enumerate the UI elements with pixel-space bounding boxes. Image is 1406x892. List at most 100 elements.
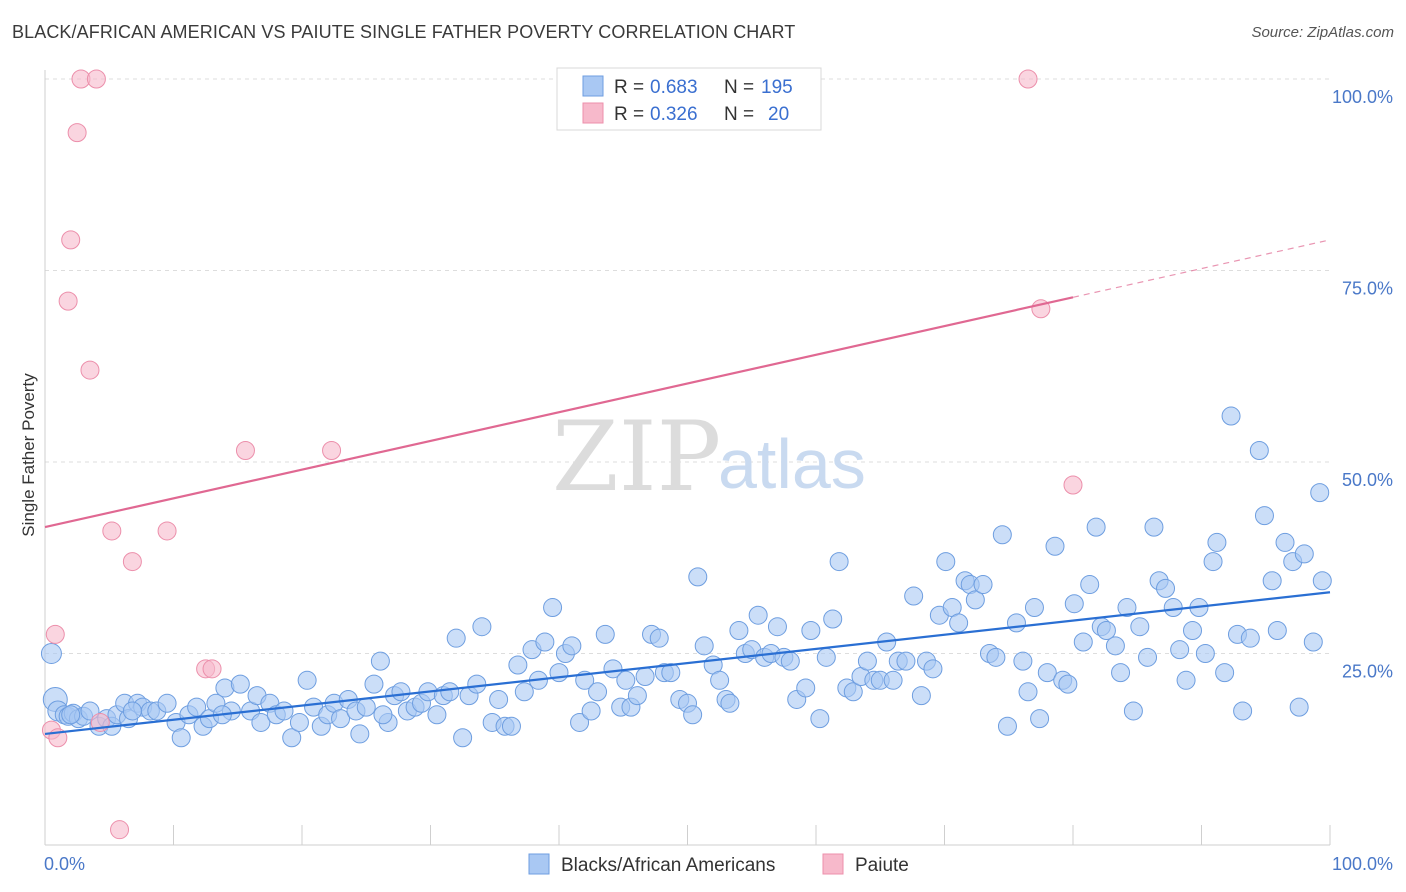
y-tick-label: 25.0% — [1342, 662, 1393, 682]
point-blacks — [1080, 575, 1100, 595]
point-blacks — [1170, 640, 1190, 660]
point-blacks — [489, 689, 509, 709]
point-blacks — [923, 659, 943, 679]
point-blacks — [1006, 613, 1026, 633]
y-axis-label: Single Father Poverty — [19, 373, 38, 537]
point-blacks — [883, 670, 903, 690]
point-blacks — [911, 686, 931, 706]
point-blacks — [501, 716, 521, 736]
point-blacks — [1207, 532, 1227, 552]
legend-r-value-2: 0.326 — [650, 104, 698, 125]
point-blacks — [581, 701, 601, 721]
point-paiute — [1018, 69, 1038, 89]
point-blacks — [1195, 644, 1215, 663]
point-blacks — [391, 682, 411, 702]
point-blacks — [61, 705, 81, 725]
point-blacks — [467, 674, 487, 694]
watermark-zip: ZIP — [552, 401, 721, 513]
point-blacks — [1310, 483, 1330, 503]
point-blacks — [748, 605, 768, 625]
point-paiute — [61, 230, 81, 250]
point-paiute — [67, 123, 87, 143]
point-paiute — [1063, 475, 1083, 495]
point-blacks — [1240, 628, 1260, 648]
point-blacks — [843, 682, 863, 702]
x-tick-labels: 0.0% 100.0% — [44, 854, 1393, 874]
point-blacks — [274, 701, 294, 721]
point-blacks — [1303, 632, 1323, 652]
point-blacks — [1144, 517, 1164, 537]
point-blacks — [823, 609, 843, 629]
point-blacks — [1064, 594, 1084, 614]
point-blacks — [446, 628, 466, 648]
legend-n-value-2: 20 — [768, 104, 789, 125]
point-blacks — [1037, 663, 1057, 683]
grid-lines — [45, 78, 1330, 654]
point-paiute — [86, 69, 106, 89]
watermark: ZIP atlas — [552, 401, 866, 513]
point-blacks — [364, 674, 384, 694]
bottom-legend-swatch-blue — [528, 853, 550, 875]
point-blacks — [973, 575, 993, 595]
y-tick-label: 50.0% — [1342, 470, 1393, 490]
point-blacks — [1233, 701, 1253, 721]
point-blacks — [1312, 571, 1332, 591]
source-label: Source: ZipAtlas.com — [1251, 24, 1394, 41]
point-paiute — [322, 441, 342, 461]
point-blacks — [816, 647, 836, 667]
point-blacks — [1262, 571, 1282, 591]
legend-n-label-2: N = — [724, 104, 754, 125]
bottom-legend-swatch-pink — [822, 853, 844, 875]
point-blacks — [289, 712, 309, 732]
point-blacks — [904, 586, 924, 606]
point-paiute — [202, 659, 222, 679]
top-legend: R = 0.683 N = 195 R = 0.326 N = 20 — [556, 67, 822, 131]
point-blacks — [472, 617, 492, 637]
trend-line-paiute-extension — [1072, 239, 1331, 298]
watermark-atlas: atlas — [718, 425, 866, 503]
point-blacks — [710, 670, 730, 690]
point-blacks — [857, 651, 877, 671]
trend-line-paiute — [44, 296, 1074, 529]
trend-lines — [44, 239, 1331, 736]
point-blacks — [570, 712, 590, 732]
point-blacks — [562, 636, 582, 656]
point-paiute — [102, 521, 122, 541]
bottom-legend: Blacks/African Americans Paiute — [528, 853, 909, 876]
axes — [44, 70, 1331, 846]
point-paiute — [80, 360, 100, 380]
point-blacks — [1018, 682, 1038, 702]
y-tick-label: 75.0% — [1342, 279, 1393, 299]
point-blacks — [720, 693, 740, 713]
point-blacks — [1254, 506, 1274, 526]
point-blacks — [171, 728, 191, 748]
point-blacks — [543, 598, 563, 618]
point-blacks — [595, 624, 615, 644]
point-blacks — [1123, 701, 1143, 721]
point-blacks — [949, 613, 969, 633]
point-blacks — [1249, 441, 1269, 461]
point-blacks — [688, 567, 708, 587]
point-blacks — [440, 682, 460, 702]
point-blacks — [627, 686, 647, 706]
point-blacks — [1203, 552, 1223, 572]
point-blacks — [810, 709, 830, 729]
point-blacks — [122, 701, 142, 721]
point-blacks — [1058, 674, 1078, 694]
chart-title: BLACK/AFRICAN AMERICAN VS PAIUTE SINGLE … — [12, 22, 796, 42]
point-blacks — [896, 651, 916, 671]
data-points — [40, 69, 1332, 840]
point-blacks — [649, 628, 669, 648]
point-blacks — [796, 678, 816, 698]
point-blacks — [1163, 598, 1183, 618]
point-blacks — [801, 621, 821, 641]
legend-swatch-blue — [582, 75, 604, 97]
y-tick-labels: 25.0% 50.0% 75.0% 100.0% — [1332, 87, 1393, 682]
point-blacks — [535, 632, 555, 652]
point-blacks — [1030, 709, 1050, 729]
point-blacks — [1086, 517, 1106, 537]
point-blacks — [514, 682, 534, 702]
point-blacks — [588, 682, 608, 702]
point-blacks — [683, 705, 703, 725]
legend-r-value-1: 0.683 — [650, 77, 698, 98]
